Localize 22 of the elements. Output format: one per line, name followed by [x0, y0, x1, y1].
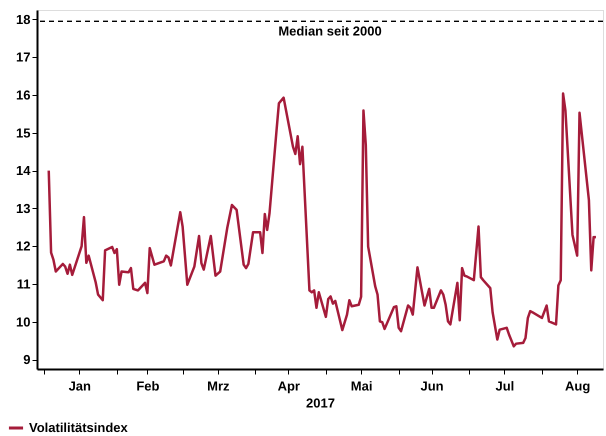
y-tick-label: 9	[23, 352, 30, 368]
x-tick-label: Mrz	[207, 378, 230, 394]
y-tick-label: 12	[16, 238, 30, 254]
y-tick-label: 18	[16, 12, 30, 27]
y-tick-label: 16	[16, 88, 30, 103]
x-tick-label: Jun	[420, 378, 444, 394]
y-tick-label: 10	[16, 314, 30, 330]
y-tick-label: 17	[16, 50, 30, 65]
line-series	[47, 92, 598, 348]
x-tick-label: Jan	[68, 378, 92, 394]
x-axis-title: 2017	[306, 396, 335, 410]
x-tick-label: Mai	[350, 378, 372, 394]
x-tick-label: Jul	[495, 378, 514, 394]
x-tick-label: Feb	[136, 378, 160, 394]
x-tick-label: Aug	[565, 378, 590, 394]
y-tick-label: 14	[16, 163, 32, 178]
legend-label: Volatilitätsindex	[29, 420, 128, 435]
ref-line-label: Median seit 2000	[278, 23, 382, 38]
y-tick-label: 13	[16, 200, 30, 216]
y-tick-label: 15	[16, 125, 30, 140]
x-tick-label: Apr	[278, 378, 300, 394]
y-tick-label: 11	[16, 276, 30, 292]
